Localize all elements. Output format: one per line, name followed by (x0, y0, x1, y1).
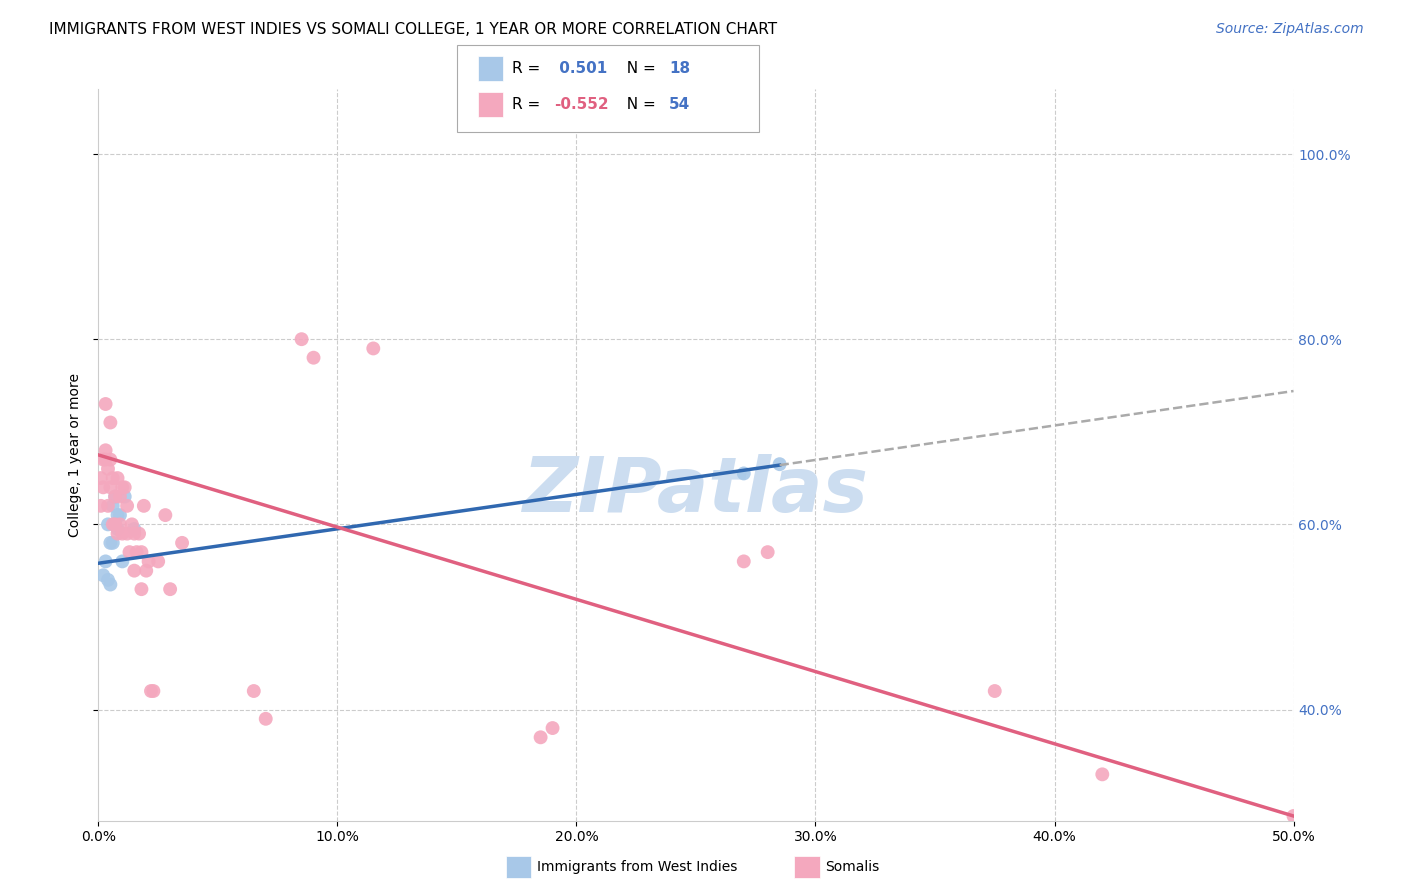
Text: N =: N = (617, 62, 661, 76)
Point (107, 508, 129, 522)
Point (104, 517, 127, 532)
Point (302, 351, 325, 365)
Point (984, 684, 1007, 698)
Point (756, 545, 779, 559)
Point (94, 452, 117, 467)
Point (111, 526, 134, 541)
Point (172, 536, 194, 550)
Point (128, 526, 150, 541)
Point (114, 490, 136, 504)
Point (90, 499, 112, 513)
Point (148, 554, 170, 568)
Point (108, 508, 131, 522)
Point (108, 517, 131, 532)
Point (124, 522, 146, 536)
Point (155, 508, 177, 522)
Point (98, 536, 122, 550)
Point (97, 517, 120, 532)
Point (159, 582, 181, 597)
Y-axis label: College, 1 year or more: College, 1 year or more (69, 373, 83, 537)
Point (97, 462, 120, 476)
Point (98, 416, 122, 430)
Text: R =: R = (512, 62, 546, 76)
Point (132, 499, 155, 513)
Point (254, 712, 277, 726)
Point (94, 397, 117, 411)
Point (115, 499, 138, 513)
Text: Source: ZipAtlas.com: Source: ZipAtlas.com (1216, 22, 1364, 37)
Point (97, 573, 120, 587)
Point (125, 545, 148, 559)
Point (138, 554, 160, 568)
Point (733, 467, 755, 481)
Point (107, 522, 129, 536)
Point (1091, 767, 1114, 781)
Point (107, 471, 129, 485)
Point (101, 499, 124, 513)
Point (107, 526, 129, 541)
Point (124, 526, 146, 541)
Point (97, 499, 120, 513)
Point (530, 731, 553, 745)
Point (94, 443, 117, 458)
Point (111, 554, 134, 568)
Point (363, 342, 385, 356)
Point (104, 490, 127, 504)
Point (139, 684, 162, 698)
Point (101, 471, 124, 485)
Text: ZIPatlas: ZIPatlas (523, 455, 869, 528)
Point (733, 554, 755, 568)
Point (94, 554, 117, 568)
Point (124, 564, 146, 578)
Point (104, 517, 127, 532)
Text: R =: R = (512, 97, 546, 112)
Text: N =: N = (617, 97, 661, 112)
Point (114, 480, 136, 494)
Text: 18: 18 (669, 62, 690, 76)
Point (121, 517, 143, 532)
Point (104, 490, 127, 504)
Point (243, 684, 266, 698)
Text: 54: 54 (669, 97, 690, 112)
Point (142, 684, 165, 698)
Point (101, 517, 124, 532)
Point (111, 480, 134, 494)
Point (131, 582, 153, 597)
Text: 0.501: 0.501 (554, 62, 607, 76)
Text: -0.552: -0.552 (554, 97, 609, 112)
Point (131, 545, 153, 559)
Point (118, 545, 141, 559)
Point (90, 471, 112, 485)
Point (98, 577, 122, 591)
Point (541, 721, 564, 735)
Text: IMMIGRANTS FROM WEST INDIES VS SOMALI COLLEGE, 1 YEAR OR MORE CORRELATION CHART: IMMIGRANTS FROM WEST INDIES VS SOMALI CO… (49, 22, 778, 37)
Point (291, 332, 314, 346)
Point (101, 536, 124, 550)
Text: Immigrants from West Indies: Immigrants from West Indies (537, 860, 738, 874)
Point (135, 564, 157, 578)
Point (108, 490, 131, 504)
Text: Somalis: Somalis (825, 860, 880, 874)
Point (98, 480, 122, 494)
Point (91, 480, 114, 494)
Point (768, 457, 790, 471)
Point (91, 568, 114, 582)
Point (1282, 809, 1305, 823)
Point (91, 452, 114, 467)
Point (98, 452, 122, 467)
Point (115, 526, 138, 541)
